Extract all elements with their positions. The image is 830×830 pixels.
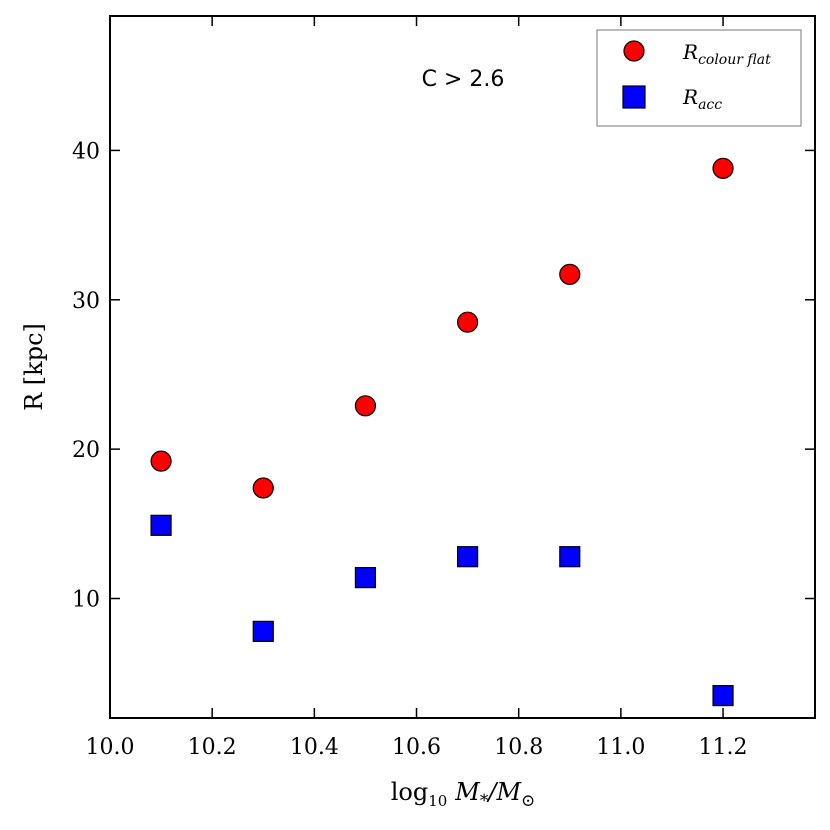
data-point-acc [457, 546, 479, 568]
plot-area [109, 15, 816, 719]
x-axis-label-sun-sub: ⊙ [521, 791, 535, 811]
data-points [150, 157, 734, 707]
data-point-acc [354, 566, 377, 589]
data-point-colour-flat [457, 311, 479, 333]
legend-marker-square [622, 85, 646, 109]
data-point-acc [559, 546, 581, 568]
y-axis-label: R [kpc] [20, 323, 48, 411]
data-point-colour-flat [559, 263, 581, 285]
x-axis-label-log-sub: 10 [428, 792, 447, 810]
data-point-colour-flat [252, 477, 274, 499]
x-axis-label-mass: M [454, 778, 481, 806]
plot-frame [109, 15, 816, 719]
x-tick-label: 11.0 [596, 735, 645, 760]
data-point-acc [252, 620, 274, 642]
y-tick-label: 20 [72, 438, 100, 463]
legend-label-colour-flat-sub: colour flat [698, 52, 771, 68]
x-tick-label: 10.0 [86, 735, 135, 760]
x-tick-label: 10.8 [494, 735, 543, 760]
data-point-acc [150, 514, 172, 536]
annotation-text: C > 2.6 [422, 67, 505, 92]
x-tick-label: 10.2 [188, 735, 237, 760]
y-tick-label: 10 [72, 588, 100, 613]
x-axis: 10.0 10.2 10.4 10.6 10.8 11.0 11.2 [86, 16, 748, 760]
data-point-colour-flat [354, 395, 377, 417]
data-point-colour-flat [712, 157, 734, 179]
legend-label-acc: Racc [682, 85, 722, 113]
legend: Rcolour flat Racc [596, 29, 802, 127]
legend-marker-circle [623, 40, 645, 62]
legend-label-colour-flat: Rcolour flat [682, 40, 771, 68]
x-axis-label-sep: /M [486, 778, 522, 806]
data-point-acc [712, 684, 734, 707]
legend-label-colour-flat-main: R [682, 40, 698, 64]
x-axis-label-log: log [391, 778, 429, 806]
x-tick-label: 11.2 [699, 735, 748, 760]
x-tick-label: 10.6 [392, 735, 441, 760]
y-tick-label: 40 [72, 139, 100, 164]
y-tick-label: 30 [72, 289, 100, 314]
legend-label-acc-sub: acc [698, 97, 722, 113]
legend-label-acc-main: R [682, 85, 698, 109]
data-point-colour-flat [150, 450, 172, 472]
y-axis: 10 20 30 40 [72, 139, 815, 613]
x-axis-label-mass-sub: * [480, 791, 489, 811]
x-axis-label: log10 M*/M⊙ [391, 778, 536, 811]
x-tick-label: 10.4 [290, 735, 339, 760]
